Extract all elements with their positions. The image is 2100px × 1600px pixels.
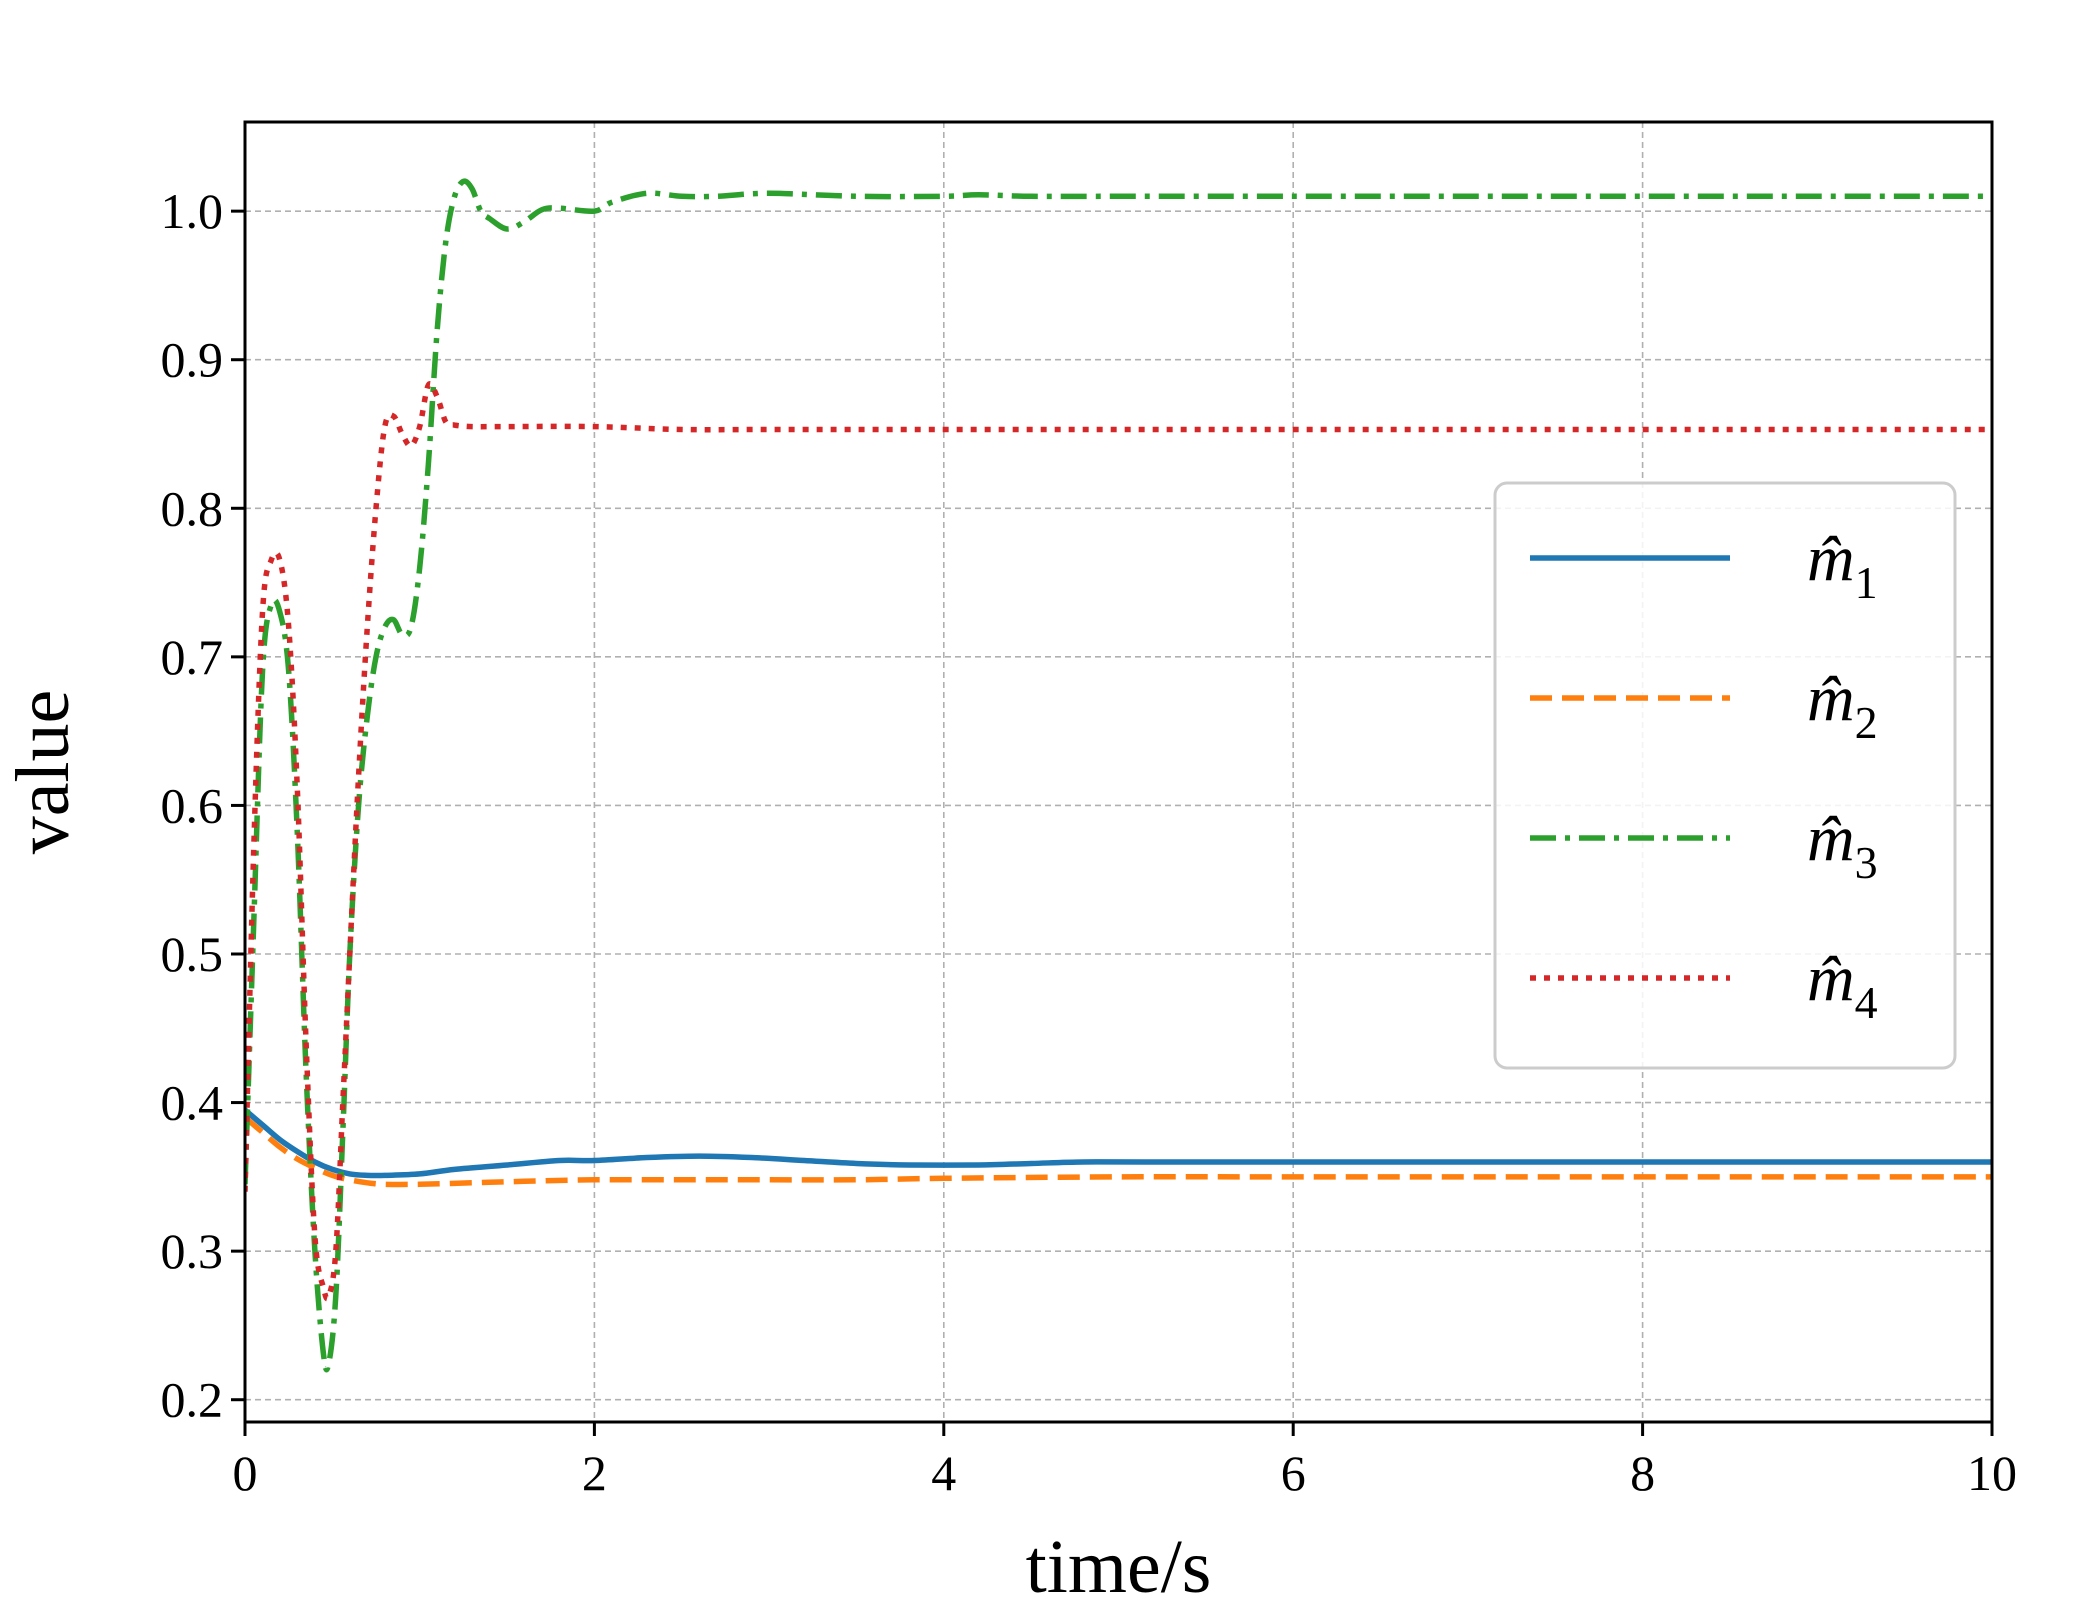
y-tick-label: 0.3 — [161, 1223, 224, 1279]
legend-label-subscript: 4 — [1855, 977, 1878, 1028]
series-line-2 — [245, 1115, 1992, 1188]
x-axis-title: time/s — [1026, 1525, 1212, 1600]
y-tick-label: 0.7 — [161, 629, 224, 685]
legend-label-base: m̂ — [1807, 942, 1855, 1015]
series-line-4 — [245, 381, 1992, 1302]
x-tick-label: 8 — [1630, 1445, 1655, 1501]
plot-frame — [243, 120, 1994, 1424]
legend-label-subscript: 2 — [1855, 697, 1878, 748]
y-axis-title: value — [1, 690, 85, 855]
legend: m̂1m̂2m̂3m̂4 — [1493, 481, 1957, 1070]
series-line-1 — [245, 1107, 1992, 1179]
legend-box — [1493, 481, 1957, 1070]
series-layer — [245, 178, 1992, 1373]
y-tick-label: 0.4 — [161, 1075, 224, 1131]
y-tick-label: 0.2 — [161, 1372, 224, 1428]
x-tick-label: 0 — [233, 1445, 258, 1501]
legend-label-base: m̂ — [1807, 662, 1855, 735]
legend-label-1: m̂1 — [1807, 522, 1878, 608]
legend-label-4: m̂4 — [1807, 942, 1878, 1028]
legend-label-subscript: 1 — [1855, 557, 1878, 608]
x-tick-label: 4 — [931, 1445, 956, 1501]
legend-label-subscript: 3 — [1855, 837, 1878, 888]
legend-label-3: m̂3 — [1807, 802, 1878, 888]
x-tick-label: 6 — [1281, 1445, 1306, 1501]
y-tick-label: 0.9 — [161, 332, 224, 388]
x-tick-label: 2 — [582, 1445, 607, 1501]
y-tick-label: 0.6 — [161, 777, 224, 833]
y-tick-label: 1.0 — [161, 183, 224, 239]
legend-label-2: m̂2 — [1807, 662, 1878, 748]
y-tick-label: 0.8 — [161, 480, 224, 536]
x-tick-label: 10 — [1967, 1445, 2017, 1501]
legend-label-base: m̂ — [1807, 802, 1855, 875]
legend-label-base: m̂ — [1807, 522, 1855, 595]
y-tick-label: 0.5 — [161, 926, 224, 982]
ticks: 0 2 4 6 8 10 0.2 0.3 0.4 0.5 0.6 0.7 0.8 0.9 1.0 — [161, 183, 2018, 1501]
